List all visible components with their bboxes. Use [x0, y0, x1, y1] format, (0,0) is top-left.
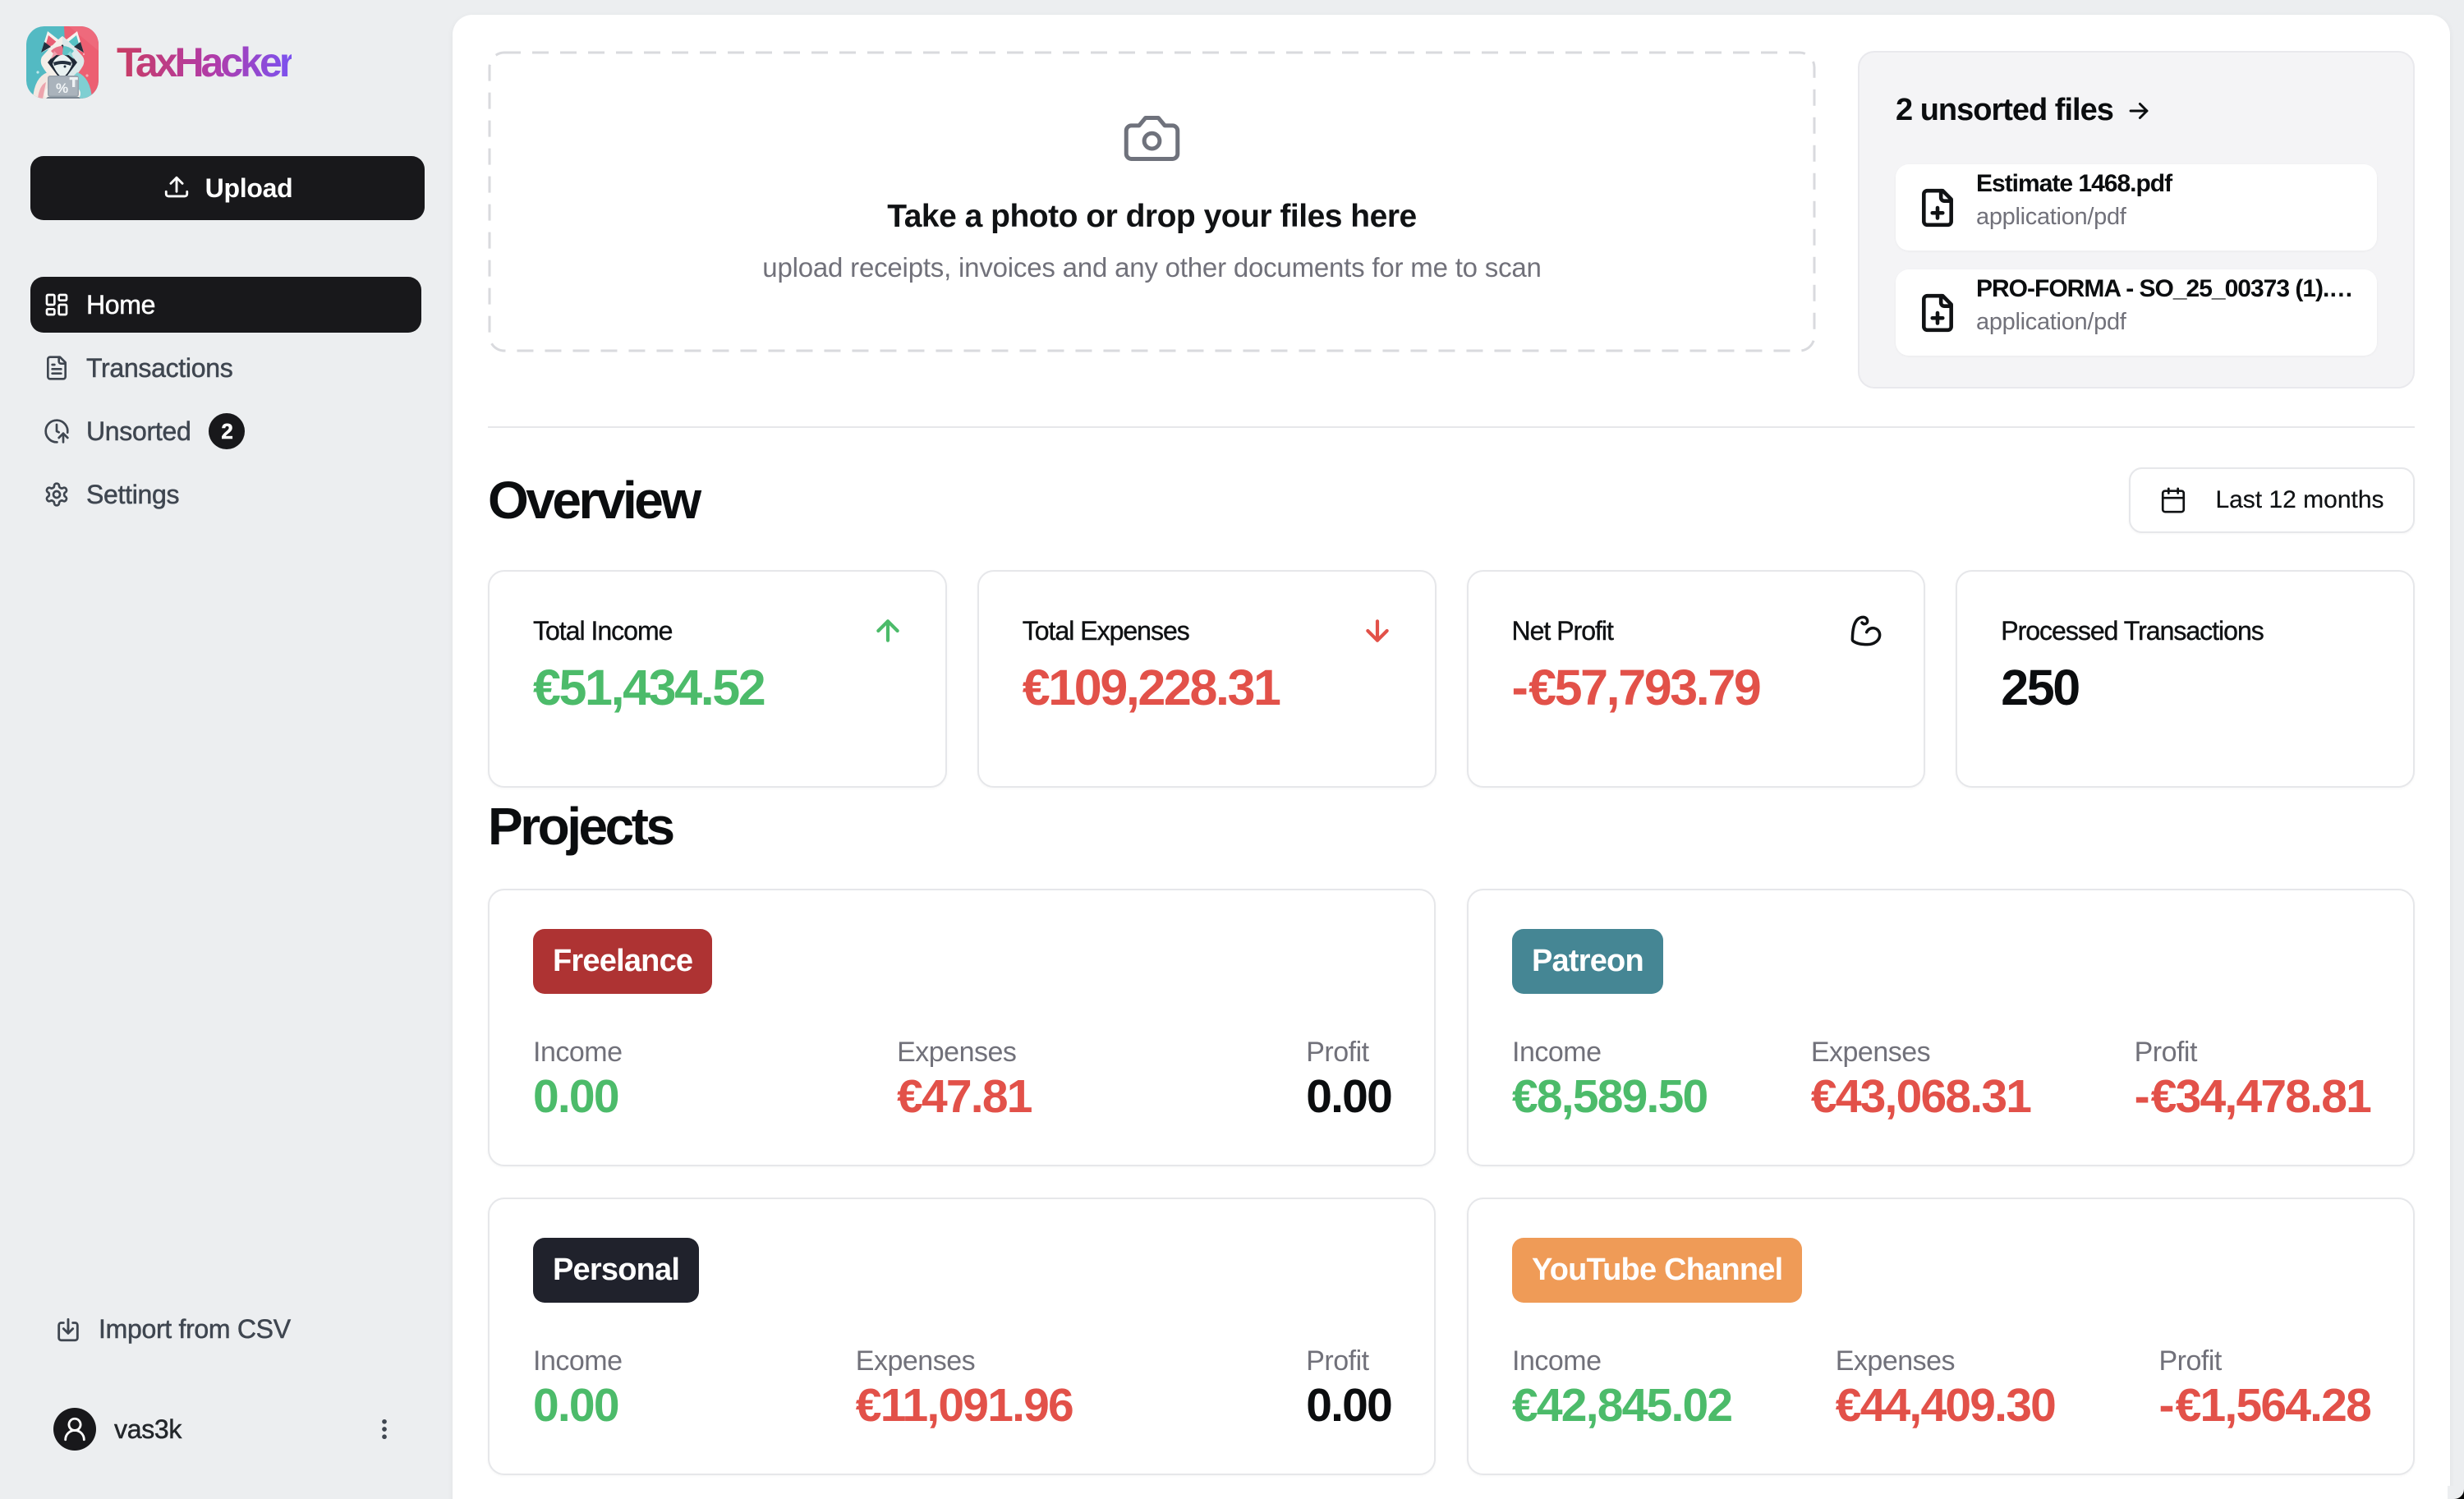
svg-text:%: %: [56, 80, 68, 96]
